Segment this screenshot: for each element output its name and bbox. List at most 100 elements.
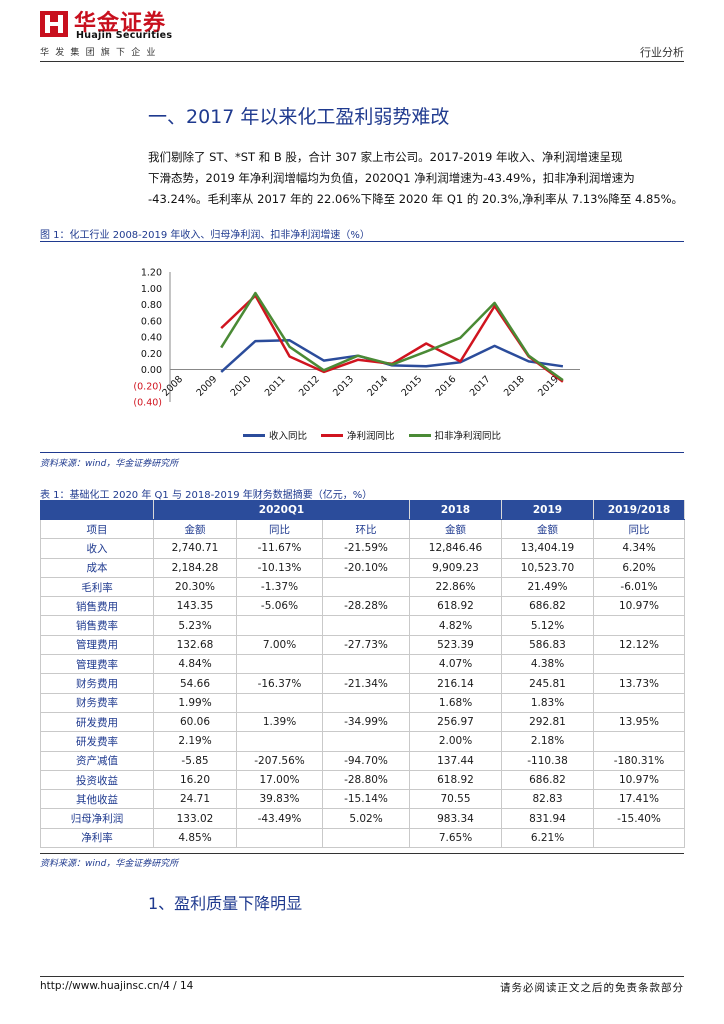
x-tick-label: 2010: [229, 374, 254, 399]
x-tick-label: 2008: [160, 374, 185, 399]
table-row-label: 资产减值: [40, 750, 154, 771]
table-cell: 2,184.28: [153, 557, 237, 578]
table-cell: 133.02: [153, 808, 237, 829]
y-tick-label: 0.60: [141, 316, 162, 327]
table-row-label: 研发费用: [40, 711, 154, 733]
table-cell: -34.99%: [322, 711, 410, 733]
table-cell: 983.34: [409, 808, 502, 829]
footer-url-page: http://www.huajinsc.cn/4 / 14: [40, 980, 194, 992]
table-row: 成本 2,184.28 -10.13% -20.10% 9,909.23 10,523.7…: [40, 557, 685, 578]
table-cell: -43.49%: [236, 808, 323, 829]
table-cell: 586.83: [501, 634, 594, 656]
table-cell: 4.84%: [153, 654, 237, 675]
table-cell: [593, 615, 685, 636]
table-cell: [322, 576, 410, 598]
table-header-2019-vs-2018: 2019/2018: [593, 500, 685, 520]
table-cell: [593, 654, 685, 675]
y-tick-label: (0.20): [133, 381, 162, 392]
table-cell: -110.38: [501, 750, 594, 771]
logo-english-name: Huajin Securities: [76, 30, 173, 41]
table-cell: 54.66: [153, 673, 237, 694]
table-cell: 39.83%: [236, 789, 323, 810]
table-cell: -10.13%: [236, 557, 323, 578]
table-cell: 4.07%: [409, 654, 502, 675]
table-cell: [593, 827, 685, 849]
table-cell: [322, 692, 410, 713]
table-cell: [236, 692, 323, 713]
table-row: 财务费用 54.66 -16.37% -21.34% 216.14 245.81 13.73…: [40, 673, 685, 694]
subheader-qoq-q1: 环比: [322, 518, 410, 540]
table-cell: 22.86%: [409, 576, 502, 598]
table-row: 研发费用 60.06 1.39% -34.99% 256.97 292.81 13.95%: [40, 711, 685, 733]
table-cell: [322, 731, 410, 752]
table-row: 资产减值 -5.85 -207.56% -94.70% 137.44 -110.38 -18…: [40, 750, 685, 771]
table-row: 管理费率 4.84% 4.07% 4.38%: [40, 654, 685, 675]
table-row-label: 毛利率: [40, 576, 154, 598]
table-cell: 2.00%: [409, 731, 502, 752]
table-row-label: 管理费用: [40, 634, 154, 656]
table-cell: -11.67%: [236, 538, 323, 559]
table-row: 财务费率 1.99% 1.68% 1.83%: [40, 692, 685, 713]
x-tick-label: 2018: [502, 374, 527, 399]
legend-swatch-net-profit: [321, 433, 344, 437]
table-cell: 132.68: [153, 634, 237, 656]
table-row-label: 投资收益: [40, 769, 154, 791]
table-cell: -21.34%: [322, 673, 410, 694]
table-cell: 1.99%: [153, 692, 237, 713]
table-cell: [322, 615, 410, 636]
logo-subtitle: 华发集团旗下企业: [40, 48, 162, 58]
table-cell: 256.97: [409, 711, 502, 733]
chart-legend: 收入同比 净利润同比 扣非净利润同比: [243, 428, 501, 442]
table-row: 净利率 4.85% 7.65% 6.21%: [40, 827, 685, 849]
table-row: 销售费率 5.23% 4.82% 5.12%: [40, 615, 685, 636]
subheader-yoy-2019: 同比: [593, 518, 685, 540]
table-cell: 292.81: [501, 711, 594, 733]
y-tick-label: 1.20: [141, 268, 162, 279]
table-row-label: 销售费用: [40, 596, 154, 617]
table-cell: 245.81: [501, 673, 594, 694]
table-cell: -94.70%: [322, 750, 410, 771]
growth-line-chart: 1.20 1.00 0.80 0.60 0.40 0.20 0.00 (0.20) (0.40)…: [133, 268, 580, 409]
figure-source: 资料来源：wind，华金证券研究所: [40, 459, 179, 469]
table-cell: 5.12%: [501, 615, 594, 636]
legend-item-net-profit: 净利润同比: [321, 428, 395, 442]
table-row: 销售费用 143.35 -5.06% -28.28% 618.92 686.82 10.97…: [40, 596, 685, 617]
y-tick-label: (0.40): [133, 398, 162, 409]
y-tick-label: 0.80: [141, 300, 162, 311]
table-cell: 137.44: [409, 750, 502, 771]
table-row: 管理费用 132.68 7.00% -27.73% 523.39 586.83 12.12%: [40, 634, 685, 656]
table-cell: 70.55: [409, 789, 502, 810]
table-cell: 21.49%: [501, 576, 594, 598]
legend-item-adjusted-profit: 扣非净利润同比: [408, 428, 501, 442]
figure-caption-rule: [40, 241, 684, 242]
table-header-2019: 2019: [501, 500, 594, 520]
table-row-label: 管理费率: [40, 654, 154, 675]
table-cell: -15.14%: [322, 789, 410, 810]
table-row-label: 销售费率: [40, 615, 154, 636]
table-cell: 16.20: [153, 769, 237, 791]
series-line-1: [220, 294, 564, 383]
table-cell: -15.40%: [593, 808, 685, 829]
table-cell: 2.19%: [153, 731, 237, 752]
y-tick-label: 0.20: [141, 349, 162, 360]
table-cell: -1.37%: [236, 576, 323, 598]
table-cell: [593, 692, 685, 713]
legend-swatch-revenue: [243, 433, 265, 437]
table-cell: 831.94: [501, 808, 594, 829]
huajin-logo-icon: [40, 11, 68, 37]
table-row-label: 净利率: [40, 827, 154, 849]
table-row: 收入 2,740.71 -11.67% -21.59% 12,846.46 13,404.…: [40, 538, 685, 559]
subheader-amount-2019: 金额: [501, 518, 594, 540]
subheader-item: 项目: [40, 518, 154, 540]
table-cell: 1.39%: [236, 711, 323, 733]
table-cell: 686.82: [501, 769, 594, 791]
table-cell: -20.10%: [322, 557, 410, 578]
table-cell: 618.92: [409, 769, 502, 791]
table-cell: 618.92: [409, 596, 502, 617]
table-cell: -28.80%: [322, 769, 410, 791]
legend-label-revenue: 收入同比: [269, 431, 308, 442]
table-cell: 12,846.46: [409, 538, 502, 559]
table-cell: 7.65%: [409, 827, 502, 849]
table-row-label: 财务费用: [40, 673, 154, 694]
footer-disclaimer: 请务必阅读正文之后的免责条款部分: [500, 982, 684, 994]
